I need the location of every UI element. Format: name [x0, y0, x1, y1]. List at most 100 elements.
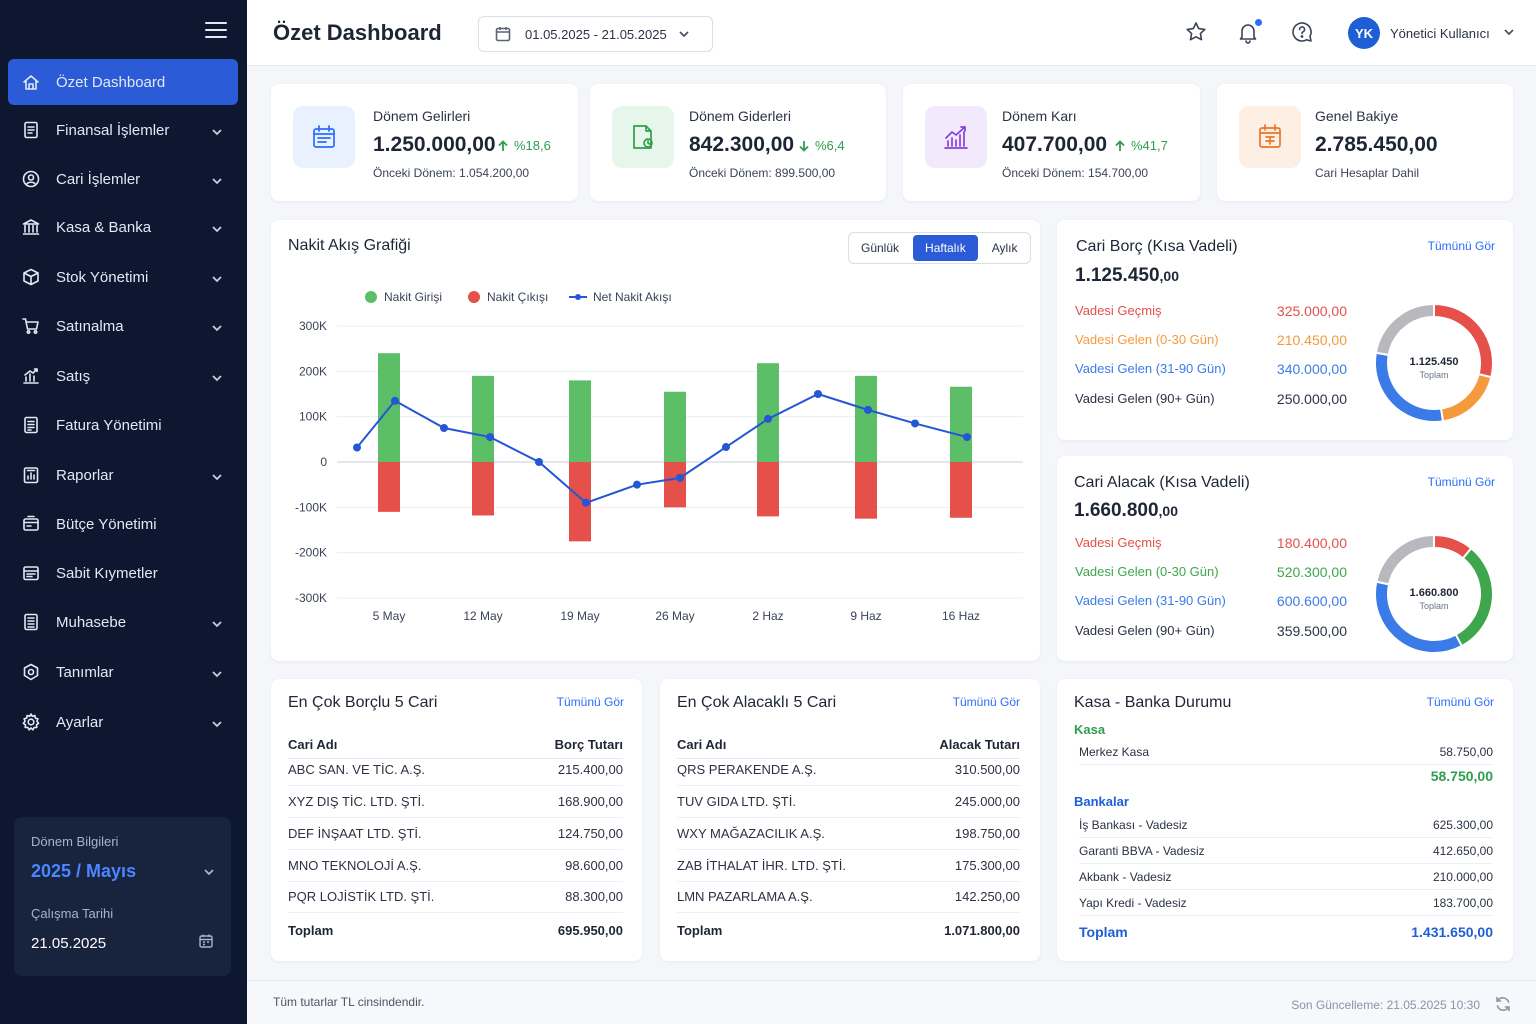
table-row[interactable]: TUV GIDA LTD. ŞTİ. 245.000,00	[677, 786, 1020, 818]
payables-see-all-link[interactable]: Tümünü Gör	[1427, 239, 1495, 253]
sidebar-item-ayarlar[interactable]: Ayarlar	[8, 699, 238, 745]
net-cashflow-point[interactable]	[963, 433, 971, 442]
net-cashflow-point[interactable]	[722, 443, 730, 452]
account-row[interactable]: Akbank - Vadesiz 210.000,00	[1079, 864, 1493, 890]
account-row[interactable]: Yapı Kredi - Vadesiz 183.700,00	[1079, 890, 1493, 916]
net-cashflow-point[interactable]	[676, 473, 684, 482]
net-cashflow-point[interactable]	[440, 424, 448, 432]
net-cashflow-point[interactable]	[353, 443, 361, 452]
donut-slice[interactable]	[1439, 372, 1493, 423]
donut-slice[interactable]	[1374, 302, 1435, 357]
y-tick-label: -100K	[295, 500, 327, 514]
row-amount: 168.900,00	[557, 794, 623, 809]
donut-slice[interactable]	[1454, 546, 1494, 648]
sales-chart-icon	[20, 365, 42, 387]
cash-bank-see-all-link[interactable]: Tümünü Gör	[1426, 695, 1494, 709]
bar-cash-out[interactable]	[757, 462, 779, 517]
star-icon[interactable]	[1184, 20, 1210, 46]
bar-cash-out[interactable]	[569, 462, 591, 542]
receivables-donut-chart: 1.660.800 Toplam	[1374, 533, 1494, 654]
cash-bank-total-value: 1.431.650,00	[1411, 924, 1493, 940]
table-row[interactable]: QRS PERAKENDE A.Ş. 310.500,00	[677, 754, 1020, 786]
chevron-down-icon	[212, 320, 222, 332]
receivables-card: Cari Alacak (Kısa Vadeli) Tümünü Gör 1.6…	[1057, 456, 1513, 661]
sidebar-item-stok-yönetimi[interactable]: Stok Yönetimi	[8, 254, 238, 300]
bar-cash-in[interactable]	[569, 380, 591, 462]
sidebar-item-cari-i-şlemler[interactable]: Cari İşlemler	[8, 156, 238, 202]
help-icon[interactable]	[1290, 20, 1316, 46]
sidebar-item-fatura-yönetimi[interactable]: Fatura Yönetimi	[8, 402, 238, 448]
table-row[interactable]: DEF İNŞAAT LTD. ŞTİ. 124.750,00	[288, 818, 623, 850]
bar-cash-out[interactable]	[855, 462, 877, 519]
sidebar-item-özet-dashboard[interactable]: Özet Dashboard	[8, 59, 238, 105]
account-row[interactable]: Garanti BBVA - Vadesiz 412.650,00	[1079, 838, 1493, 864]
sidebar-item-finansal-i-şlemler[interactable]: Finansal İşlemler	[8, 107, 238, 153]
bar-cash-out[interactable]	[378, 462, 400, 512]
aging-label: Vadesi Gelen (0-30 Gün)	[1075, 332, 1219, 347]
sidebar-item-satınalma[interactable]: Satınalma	[8, 303, 238, 349]
bar-cash-in[interactable]	[472, 375, 494, 462]
menu-toggle-icon[interactable]	[205, 22, 227, 42]
aging-value: 340.000,00	[1276, 361, 1347, 377]
account-name: Akbank - Vadesiz	[1079, 869, 1172, 884]
net-cashflow-point[interactable]	[864, 405, 872, 414]
sidebar-item-label: Satış	[56, 367, 91, 385]
account-balance: 210.000,00	[1432, 869, 1493, 884]
donut-slice[interactable]	[1375, 533, 1435, 586]
bar-cash-in[interactable]	[950, 386, 972, 462]
bar-cash-out[interactable]	[472, 462, 494, 516]
table-row[interactable]: XYZ DIŞ TİC. LTD. ŞTİ. 168.900,00	[288, 786, 623, 818]
table-row[interactable]: MNO TEKNOLOJİ A.Ş. 98.600,00	[288, 850, 623, 882]
date-range-picker[interactable]: 01.05.2025 - 21.05.2025	[478, 16, 713, 52]
net-cashflow-point[interactable]	[582, 498, 590, 507]
net-cashflow-line[interactable]	[356, 392, 968, 504]
donut-center-value: 1.660.800	[1410, 587, 1459, 599]
table-row[interactable]: WXY MAĞAZACILIK A.Ş. 198.750,00	[677, 818, 1020, 850]
bar-cash-in[interactable]	[757, 363, 779, 462]
net-cashflow-point[interactable]	[535, 458, 543, 466]
bar-cash-out[interactable]	[950, 462, 972, 518]
sidebar-item-raporlar[interactable]: Raporlar	[8, 452, 238, 498]
bar-cash-in[interactable]	[855, 375, 877, 462]
top-debtors-card: En Çok Borçlu 5 Cari Tümünü Gör Cari Adı…	[271, 679, 642, 961]
user-menu[interactable]: YK Yönetici Kullanıcı	[1348, 17, 1514, 49]
bar-cash-out[interactable]	[664, 462, 686, 508]
net-cashflow-point[interactable]	[911, 419, 919, 428]
net-cashflow-point[interactable]	[814, 390, 822, 398]
net-cashflow-point[interactable]	[391, 396, 399, 405]
account-row[interactable]: İş Bankası - Vadesiz 625.300,00	[1079, 812, 1493, 838]
refresh-icon[interactable]	[1494, 995, 1512, 1013]
receivables-see-all-link[interactable]: Tümünü Gör	[1427, 475, 1495, 489]
x-tick-label: 5 May	[373, 609, 406, 623]
period-selector[interactable]: 2025 / Mayıs	[31, 861, 214, 882]
sidebar-item-muhasebe[interactable]: Muhasebe	[8, 599, 238, 645]
sidebar-item-kasa-banka[interactable]: Kasa & Banka	[8, 204, 238, 250]
net-cashflow-point[interactable]	[633, 480, 641, 489]
sidebar-item-bütçe-yönetimi[interactable]: Bütçe Yönetimi	[8, 501, 238, 547]
table-row[interactable]: ZAB İTHALAT İHR. LTD. ŞTİ. 175.300,00	[677, 850, 1020, 882]
calendar-icon[interactable]	[198, 933, 214, 953]
bell-icon[interactable]	[1236, 19, 1262, 46]
table-row[interactable]: LMN PAZARLAMA A.Ş. 142.250,00	[677, 881, 1020, 913]
account-row[interactable]: Merkez Kasa 58.750,00	[1079, 739, 1493, 765]
net-cashflow-point[interactable]	[486, 433, 494, 442]
y-tick-label: 100K	[299, 410, 327, 424]
bar-cash-in[interactable]	[664, 391, 686, 462]
top-debtors-see-all-link[interactable]: Tümünü Gör	[556, 695, 624, 709]
sidebar-item-sabit-kıymetler[interactable]: Sabit Kıymetler	[8, 550, 238, 596]
tab-daily[interactable]: Günlük	[861, 241, 900, 255]
footer: Tüm tutarlar TL cinsindendir. Son Güncel…	[247, 980, 1536, 1024]
table-row[interactable]: PQR LOJİSTİK LTD. ŞTİ. 88.300,00	[288, 881, 623, 913]
aging-row: Vadesi Gelen (31-90 Gün) 340.000,00	[1075, 361, 1347, 377]
sidebar-item-label: Cari İşlemler	[56, 170, 141, 188]
arrow-up-icon	[498, 139, 508, 151]
sidebar-item-satış[interactable]: Satış	[8, 353, 238, 399]
net-cashflow-point[interactable]	[764, 414, 772, 423]
table-row[interactable]: ABC SAN. VE TİC. A.Ş. 215.400,00	[288, 754, 623, 786]
tab-weekly[interactable]: Haftalık	[913, 235, 978, 261]
sidebar-item-tanımlar[interactable]: Tanımlar	[8, 649, 238, 695]
top-creditors-see-all-link[interactable]: Tümünü Gör	[952, 695, 1020, 709]
tab-monthly[interactable]: Aylık	[991, 241, 1018, 255]
last-updated: Son Güncelleme: 21.05.2025 10:30	[1291, 998, 1480, 1012]
bar-cash-in[interactable]	[378, 353, 400, 462]
